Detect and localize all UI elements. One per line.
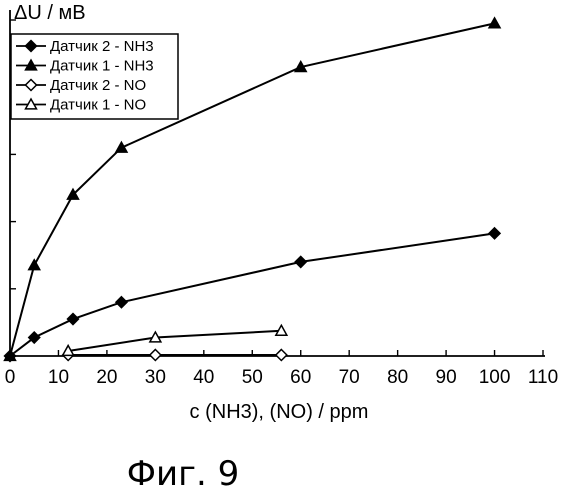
- legend-label: Датчик 2 - NO: [50, 77, 146, 94]
- legend-label: Датчик 1 - NH3: [50, 58, 154, 75]
- series-1: [5, 228, 501, 362]
- data-point: [295, 256, 306, 267]
- x-tick-label: 100: [479, 367, 511, 388]
- series-3: [63, 349, 287, 360]
- data-point: [489, 228, 500, 239]
- data-point: [29, 260, 40, 270]
- x-tick-label: 50: [242, 367, 263, 388]
- figure-caption: Фиг. 9: [127, 454, 239, 494]
- x-tick-label: 10: [48, 367, 69, 388]
- x-tick-label: 70: [339, 367, 360, 388]
- data-point: [489, 18, 500, 28]
- x-tick-label: 80: [387, 367, 408, 388]
- x-tick-label: 90: [436, 367, 457, 388]
- series-line: [10, 233, 495, 356]
- x-tick-label: 40: [193, 367, 214, 388]
- legend-label: Датчик 2 - NH3: [50, 38, 154, 55]
- x-tick-label: 30: [145, 367, 166, 388]
- x-tick-label: 20: [96, 367, 117, 388]
- legend: Датчик 2 - NH3 Датчик 1 - NH3 Датчик 2 - N…: [11, 34, 178, 119]
- x-axis-title: c (NH3), (NO) / ppm: [190, 401, 369, 423]
- series-line: [68, 331, 281, 351]
- series-4: [63, 325, 287, 355]
- data-point: [67, 314, 78, 325]
- data-point: [150, 349, 161, 360]
- data-point: [116, 297, 127, 308]
- data-point: [116, 142, 127, 152]
- x-tick-label: 0: [5, 367, 16, 388]
- y-axis-title: ΔU / мВ: [14, 2, 86, 24]
- x-tick-label: 110: [528, 367, 558, 388]
- data-point: [276, 349, 287, 360]
- legend-label: Датчик 1 - NO: [50, 97, 146, 114]
- x-tick-label: 60: [290, 367, 311, 388]
